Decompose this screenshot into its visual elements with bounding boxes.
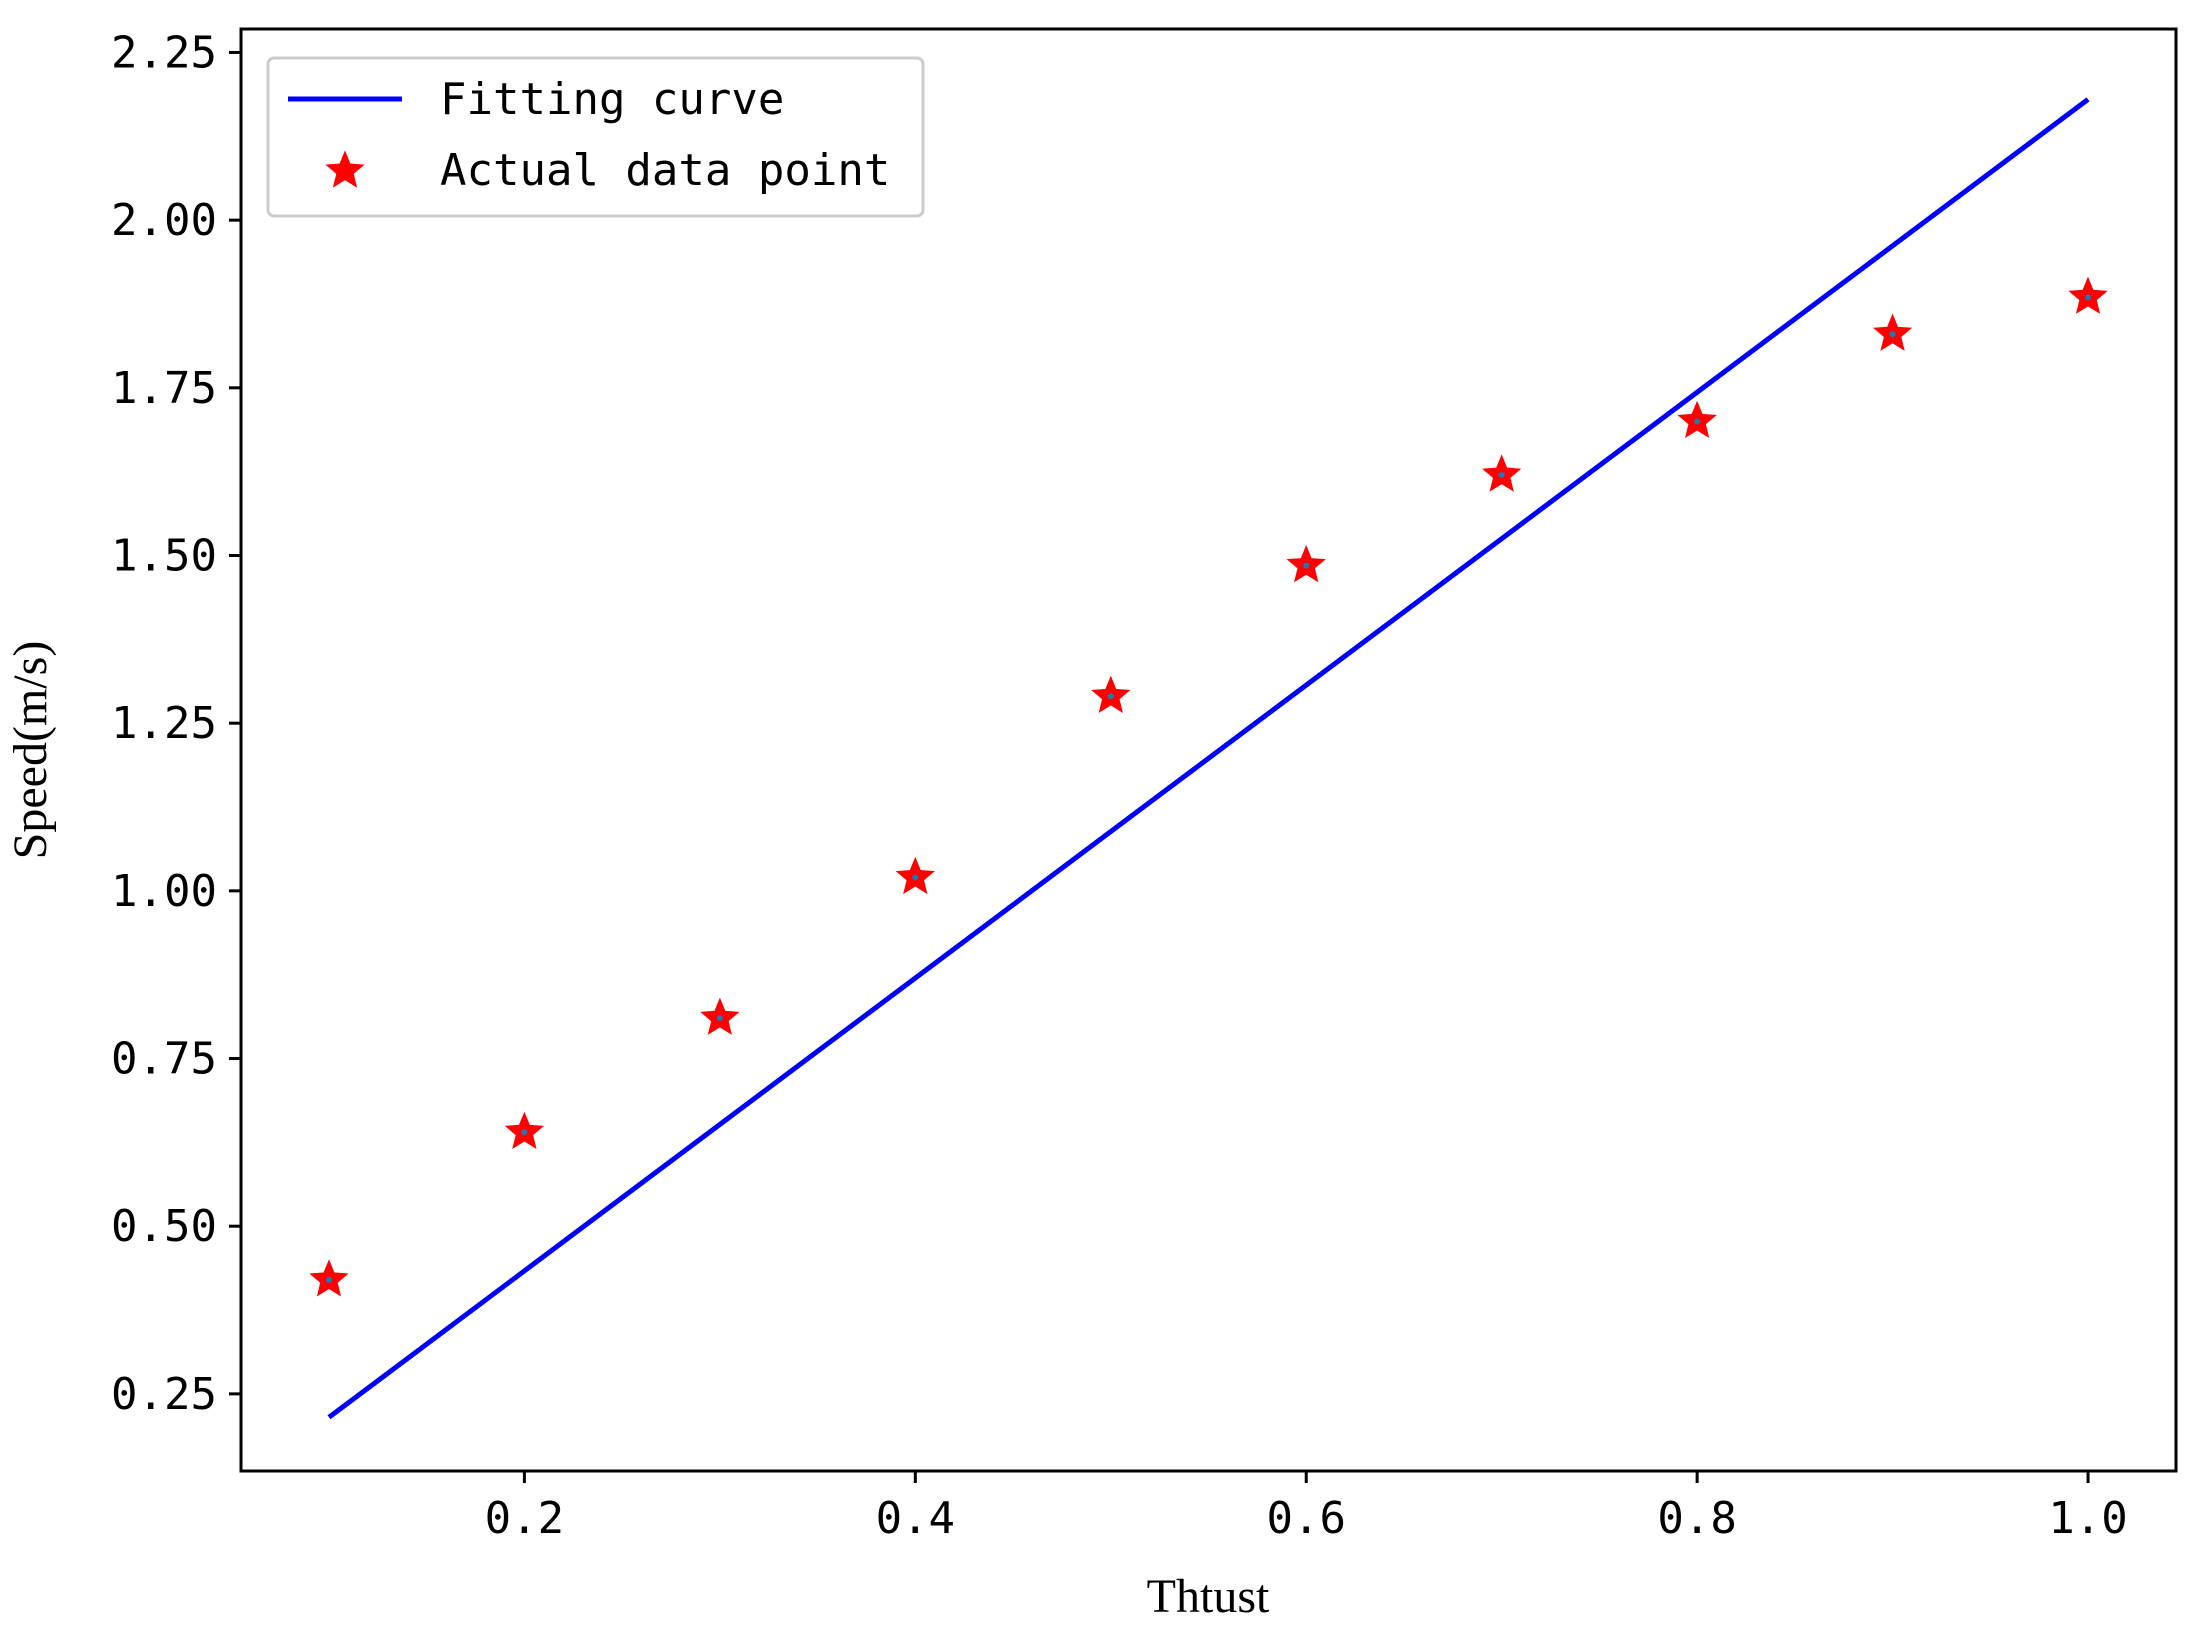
y-tick-label: 0.25 [111, 1369, 217, 1420]
data-point [1677, 400, 1717, 439]
x-axis: 0.2 0.4 0.6 0.8 1.0 [485, 1471, 2128, 1544]
legend-box [266, 56, 925, 218]
data-point-center [1694, 418, 1701, 425]
y-tick-label: 1.50 [111, 530, 217, 581]
x-tick-label: 0.4 [876, 1493, 955, 1544]
data-point [1872, 313, 1913, 351]
data-point-center [1303, 562, 1310, 569]
y-axis-title: Speed(m/s) [4, 641, 57, 860]
data-point [1482, 454, 1522, 492]
y-tick-label: 2.00 [111, 195, 217, 246]
data-point-center [1889, 331, 1896, 338]
data-point-center [325, 1276, 332, 1283]
fitting-curve-line [327, 97, 2090, 1420]
data-point [309, 1259, 349, 1297]
data-point [895, 856, 935, 895]
y-tick-label: 0.75 [111, 1034, 217, 1085]
data-point-center [716, 1015, 723, 1022]
x-tick-label: 1.0 [2048, 1493, 2127, 1544]
legend-label-actual-data-point: Actual data point [440, 145, 890, 196]
legend-label-fitting-curve: Fitting curve [440, 74, 784, 125]
y-tick-label: 1.25 [111, 698, 217, 749]
legend-star-swatch [325, 150, 365, 188]
data-point-center [912, 874, 919, 881]
y-axis: 0.25 0.50 0.75 1.00 1.25 1.50 1.75 2.00 2.25 [111, 27, 241, 1420]
y-tick-label: 2.25 [111, 27, 217, 78]
x-tick-label: 0.6 [1266, 1493, 1345, 1544]
y-tick-label: 1.75 [111, 363, 217, 414]
x-axis-title: Thtust [1147, 1570, 1270, 1623]
legend: Fitting curve Actual data point [266, 56, 925, 218]
x-tick-label: 0.8 [1657, 1493, 1736, 1544]
data-point-center [1107, 693, 1114, 700]
plot-area [309, 97, 2108, 1420]
data-point-center [1498, 472, 1505, 479]
data-point-center [2085, 294, 2092, 301]
data-point [1286, 544, 1326, 583]
axes-frame [239, 27, 2178, 1473]
y-tick-label: 1.00 [111, 866, 217, 917]
data-point [1091, 675, 1131, 714]
data-point [700, 997, 740, 1035]
data-point [2068, 276, 2108, 314]
data-point [504, 1111, 545, 1150]
x-tick-label: 0.2 [485, 1493, 564, 1544]
data-point-center [521, 1129, 528, 1136]
y-tick-label: 0.50 [111, 1201, 217, 1252]
